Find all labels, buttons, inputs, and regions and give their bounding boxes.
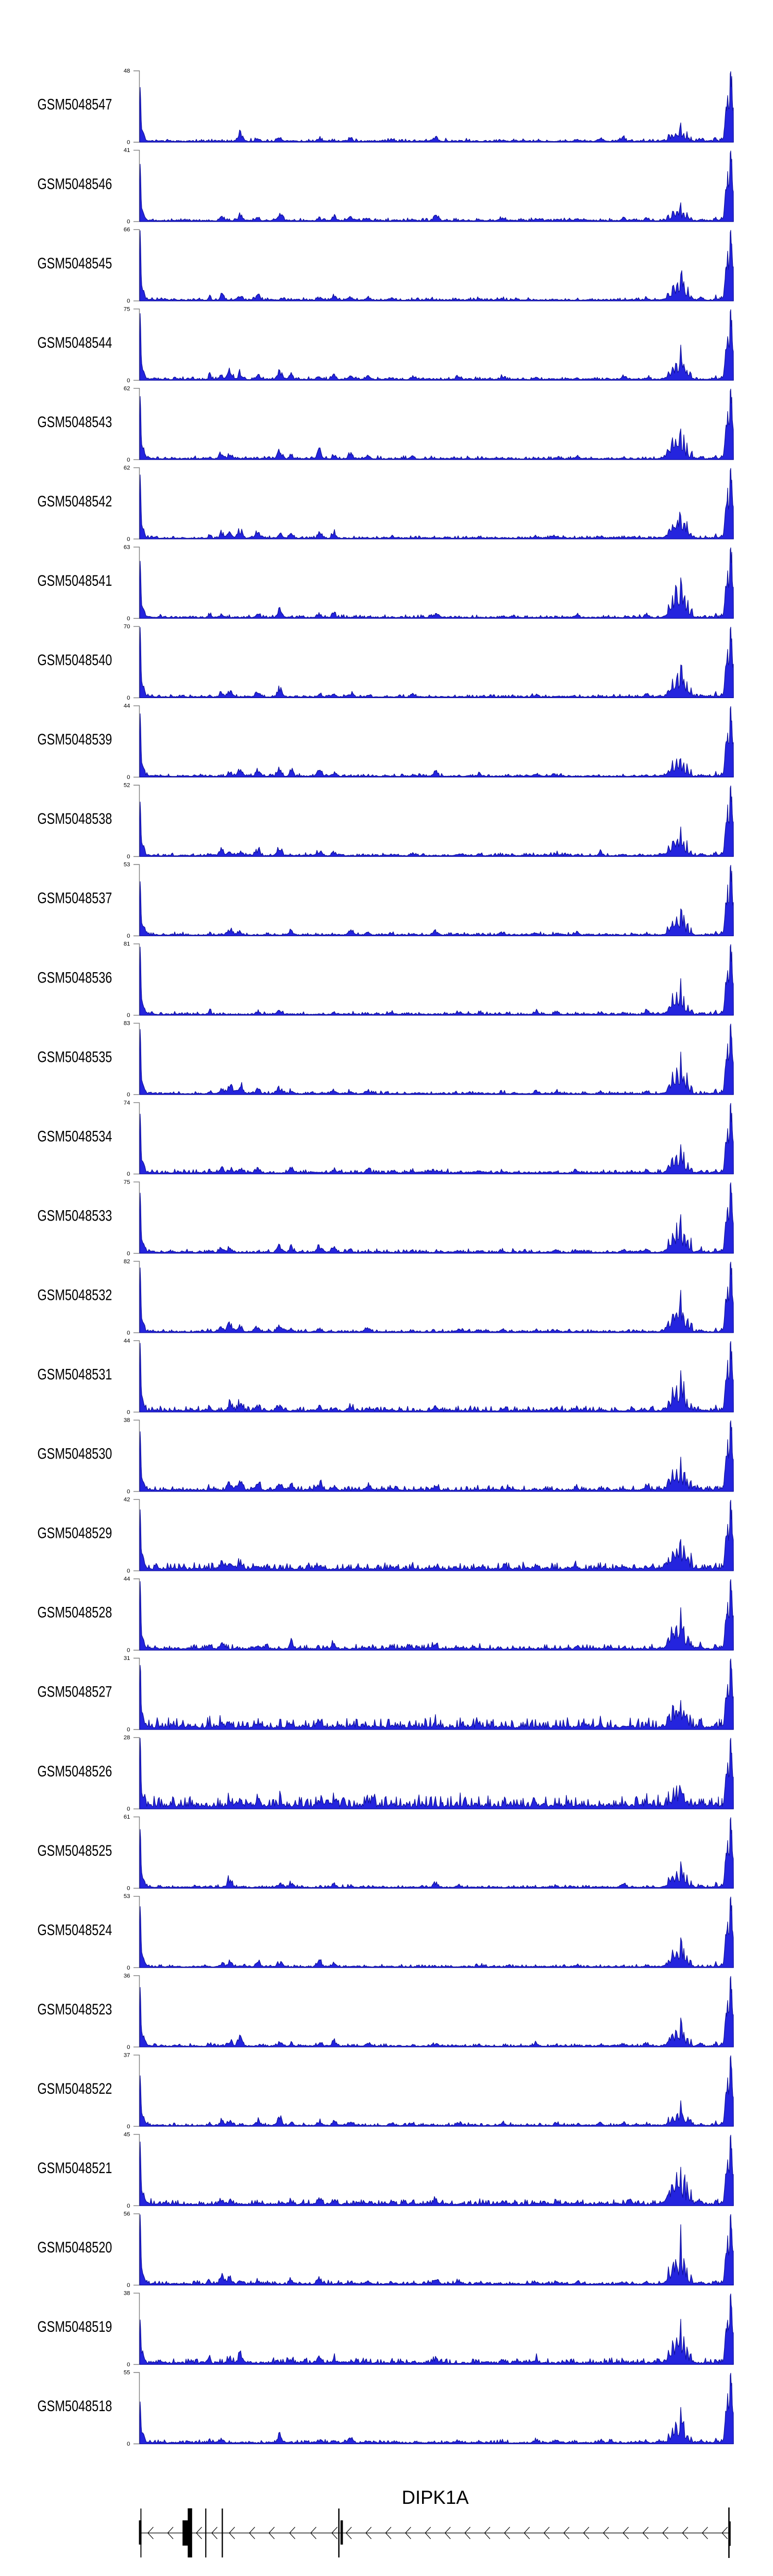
- svg-text:75: 75: [124, 1179, 130, 1185]
- svg-text:GSM5048524: GSM5048524: [38, 1922, 112, 1939]
- svg-text:62: 62: [124, 465, 130, 471]
- svg-text:0: 0: [127, 2124, 130, 2130]
- svg-text:GSM5048542: GSM5048542: [38, 493, 112, 510]
- svg-text:0: 0: [127, 854, 130, 860]
- svg-text:GSM5048529: GSM5048529: [38, 1525, 112, 1542]
- svg-text:GSM5048518: GSM5048518: [38, 2398, 112, 2415]
- svg-text:0: 0: [127, 2203, 130, 2209]
- svg-text:62: 62: [124, 385, 130, 392]
- svg-text:42: 42: [124, 1497, 130, 1503]
- svg-text:0: 0: [127, 140, 130, 146]
- svg-text:0: 0: [127, 1648, 130, 1654]
- svg-text:GSM5048527: GSM5048527: [38, 1684, 112, 1701]
- svg-text:0: 0: [127, 695, 130, 701]
- svg-text:61: 61: [124, 1814, 130, 1820]
- svg-text:GSM5048547: GSM5048547: [38, 96, 112, 113]
- svg-text:66: 66: [124, 227, 130, 233]
- svg-text:0: 0: [127, 1250, 130, 1257]
- svg-text:0: 0: [127, 616, 130, 622]
- svg-text:0: 0: [127, 1489, 130, 1495]
- svg-text:55: 55: [124, 2370, 130, 2376]
- svg-text:GSM5048534: GSM5048534: [38, 1128, 112, 1145]
- svg-text:0: 0: [127, 2441, 130, 2447]
- svg-text:38: 38: [124, 2291, 130, 2297]
- svg-text:0: 0: [127, 2282, 130, 2289]
- svg-text:82: 82: [124, 1259, 130, 1265]
- svg-text:0: 0: [127, 1886, 130, 1892]
- svg-text:0: 0: [127, 1965, 130, 1971]
- svg-text:0: 0: [127, 933, 130, 939]
- svg-text:56: 56: [124, 2211, 130, 2217]
- svg-text:0: 0: [127, 536, 130, 543]
- svg-text:GSM5048523: GSM5048523: [38, 2001, 112, 2018]
- svg-text:GSM5048537: GSM5048537: [38, 890, 112, 907]
- svg-text:0: 0: [127, 1806, 130, 1812]
- svg-text:GSM5048538: GSM5048538: [38, 810, 112, 827]
- svg-text:GSM5048531: GSM5048531: [38, 1366, 112, 1383]
- svg-text:GSM5048526: GSM5048526: [38, 1763, 112, 1780]
- svg-text:52: 52: [124, 783, 130, 789]
- svg-text:0: 0: [127, 219, 130, 225]
- svg-text:0: 0: [127, 2362, 130, 2368]
- svg-text:36: 36: [124, 1973, 130, 1979]
- svg-text:28: 28: [124, 1735, 130, 1741]
- svg-text:0: 0: [127, 1330, 130, 1336]
- svg-text:0: 0: [127, 2044, 130, 2050]
- svg-text:0: 0: [127, 457, 130, 463]
- svg-text:63: 63: [124, 544, 130, 550]
- svg-text:0: 0: [127, 1409, 130, 1415]
- svg-text:GSM5048521: GSM5048521: [38, 2160, 112, 2177]
- svg-text:GSM5048528: GSM5048528: [38, 1604, 112, 1621]
- svg-text:GSM5048535: GSM5048535: [38, 1048, 112, 1065]
- svg-text:44: 44: [124, 703, 130, 709]
- svg-text:44: 44: [124, 1576, 130, 1582]
- svg-text:74: 74: [124, 1100, 130, 1106]
- svg-text:48: 48: [124, 68, 130, 74]
- svg-text:GSM5048541: GSM5048541: [38, 572, 112, 589]
- svg-text:GSM5048539: GSM5048539: [38, 731, 112, 748]
- svg-text:53: 53: [124, 1893, 130, 1900]
- svg-text:0: 0: [127, 1727, 130, 1733]
- svg-text:75: 75: [124, 306, 130, 312]
- svg-text:GSM5048536: GSM5048536: [38, 969, 112, 986]
- svg-text:0: 0: [127, 378, 130, 384]
- svg-text:GSM5048544: GSM5048544: [38, 334, 112, 351]
- svg-text:0: 0: [127, 774, 130, 781]
- svg-text:0: 0: [127, 1092, 130, 1098]
- svg-text:45: 45: [124, 2131, 130, 2138]
- svg-text:GSM5048530: GSM5048530: [38, 1446, 112, 1463]
- svg-text:0: 0: [127, 1012, 130, 1019]
- svg-text:38: 38: [124, 1417, 130, 1423]
- svg-text:GSM5048546: GSM5048546: [38, 176, 112, 193]
- svg-text:GSM5048543: GSM5048543: [38, 414, 112, 431]
- svg-text:0: 0: [127, 298, 130, 304]
- svg-text:44: 44: [124, 1338, 130, 1344]
- svg-text:37: 37: [124, 2052, 130, 2058]
- svg-text:41: 41: [124, 147, 130, 154]
- svg-text:DIPK1A: DIPK1A: [401, 2487, 469, 2508]
- svg-text:0: 0: [127, 1568, 130, 1574]
- svg-text:GSM5048522: GSM5048522: [38, 2080, 112, 2097]
- svg-text:GSM5048533: GSM5048533: [38, 1207, 112, 1224]
- svg-text:31: 31: [124, 1655, 130, 1662]
- svg-text:GSM5048519: GSM5048519: [38, 2318, 112, 2335]
- svg-text:0: 0: [127, 1171, 130, 1177]
- svg-text:70: 70: [124, 624, 130, 630]
- svg-text:53: 53: [124, 862, 130, 868]
- svg-text:GSM5048520: GSM5048520: [38, 2239, 112, 2256]
- svg-text:81: 81: [124, 941, 130, 947]
- svg-text:GSM5048540: GSM5048540: [38, 652, 112, 669]
- svg-text:GSM5048532: GSM5048532: [38, 1286, 112, 1303]
- svg-text:GSM5048545: GSM5048545: [38, 255, 112, 272]
- svg-text:GSM5048525: GSM5048525: [38, 1842, 112, 1859]
- svg-text:83: 83: [124, 1021, 130, 1027]
